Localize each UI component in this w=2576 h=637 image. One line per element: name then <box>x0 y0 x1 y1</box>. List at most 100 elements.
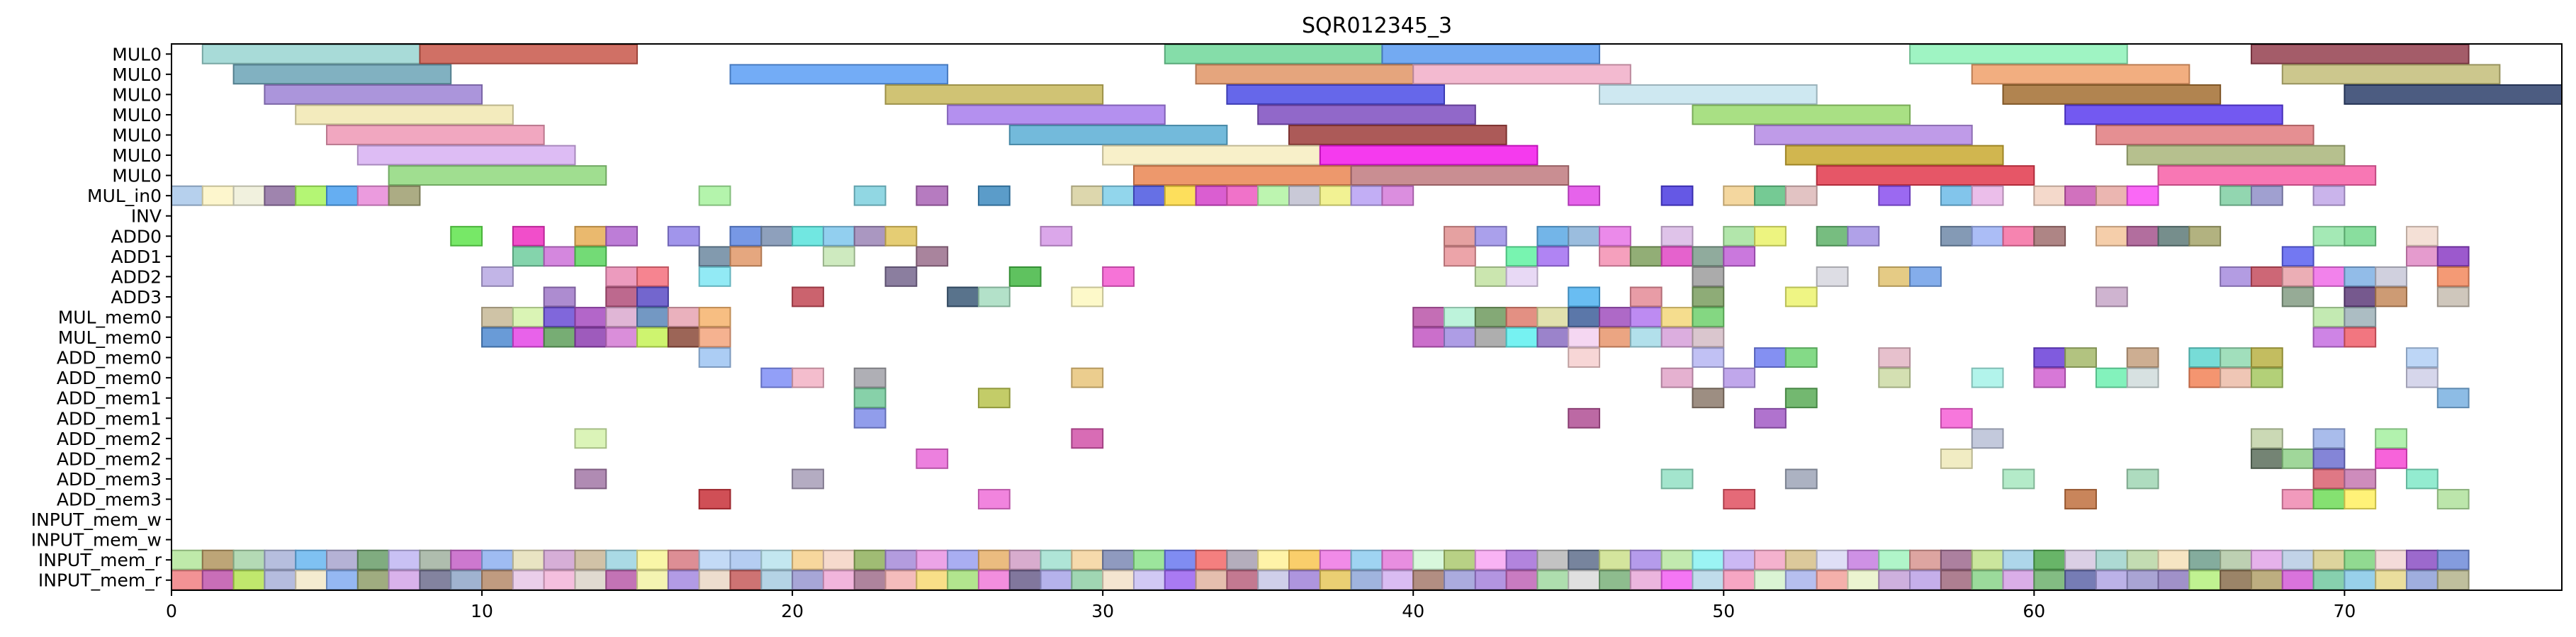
gantt-bar <box>1878 266 1911 287</box>
gantt-bar <box>698 489 731 509</box>
gantt-bar <box>1660 185 1694 206</box>
gantt-bar <box>853 549 887 570</box>
gantt-bar <box>760 570 794 591</box>
gantt-bar <box>1040 225 1073 247</box>
gantt-bar <box>947 549 979 570</box>
gantt-bar <box>760 225 794 247</box>
gantt-bar <box>2002 468 2035 490</box>
gantt-bar <box>574 327 607 348</box>
gantt-bar <box>2250 549 2283 570</box>
gantt-bar <box>2126 225 2159 247</box>
gantt-bar <box>1381 570 1414 591</box>
gantt-bar <box>574 307 607 327</box>
gantt-bar <box>2220 570 2252 591</box>
gantt-bar <box>947 104 1166 125</box>
gantt-bar <box>2002 225 2035 247</box>
gantt-bar <box>2405 347 2439 368</box>
gantt-bar <box>2375 428 2407 449</box>
gantt-bar <box>1474 327 1507 348</box>
gantt-bar <box>1692 307 1725 327</box>
gantt-bar <box>1319 549 1352 570</box>
gantt-bar <box>1878 570 1911 591</box>
gantt-bar <box>1412 570 1446 591</box>
gantt-bar <box>2064 104 2283 125</box>
gantt-bar <box>916 448 949 469</box>
gantt-bar <box>1226 84 1446 105</box>
gantt-bar <box>2126 468 2159 490</box>
gantt-bar <box>2033 225 2066 247</box>
gantt-bar <box>1381 185 1414 206</box>
y-axis-labels: MUL0MUL0MUL0MUL0MUL0MUL0MUL0MUL_in0INVAD… <box>31 44 171 591</box>
gantt-bar <box>2064 570 2097 591</box>
gantt-bar <box>1536 549 1570 570</box>
gantt-bar <box>2405 570 2439 591</box>
gantt-bar <box>2375 448 2407 469</box>
gantt-bar <box>1599 570 1631 591</box>
x-tick-label: 0 <box>166 601 177 621</box>
x-tick-label: 70 <box>2333 601 2356 621</box>
gantt-bar <box>1629 327 1663 348</box>
gantt-bar <box>1660 307 1694 327</box>
gantt-bar <box>2064 347 2097 368</box>
gantt-bar <box>574 225 607 247</box>
gantt-bar <box>171 570 203 591</box>
gantt-bar <box>2033 347 2066 368</box>
gantt-bar <box>1102 185 1135 206</box>
gantt-bar <box>1257 104 1476 125</box>
gantt-bar <box>2344 570 2377 591</box>
gantt-bar <box>1102 549 1135 570</box>
gantt-bar <box>2095 286 2128 308</box>
gantt-bar <box>1940 225 1973 247</box>
gantt-bar <box>1568 286 1601 308</box>
gantt-bar <box>2281 549 2315 570</box>
gantt-bar <box>2126 570 2159 591</box>
gantt-bar <box>1226 185 1259 206</box>
gantt-bar <box>1350 570 1383 591</box>
gantt-bar <box>1692 327 1725 348</box>
gantt-bar <box>295 549 328 570</box>
gantt-bar <box>450 570 483 591</box>
gantt-bar <box>2250 185 2283 206</box>
gantt-bar <box>1164 185 1197 206</box>
gantt-bar <box>1412 307 1446 327</box>
gantt-bar <box>1909 549 1942 570</box>
gantt-bar <box>232 549 266 570</box>
gantt-bar <box>512 549 545 570</box>
gantt-bar <box>1288 549 1321 570</box>
gantt-bar <box>947 570 979 591</box>
gantt-bar <box>1257 570 1290 591</box>
gantt-bar <box>1536 307 1570 327</box>
gantt-bar <box>326 549 359 570</box>
y-tick-label: INPUT_mem_w <box>31 509 162 530</box>
gantt-bar <box>1288 125 1507 145</box>
gantt-bar <box>1536 225 1570 247</box>
gantt-bar <box>2312 307 2346 327</box>
gantt-bar <box>636 549 669 570</box>
gantt-bar <box>356 570 390 591</box>
gantt-bar <box>1568 570 1601 591</box>
gantt-bar <box>1629 307 1663 327</box>
gantt-bar <box>1444 327 1476 348</box>
gantt-bar <box>729 64 949 85</box>
y-tick-label: ADD3 <box>111 287 162 308</box>
gantt-bar <box>2002 570 2035 591</box>
gantt-bar <box>1008 549 1042 570</box>
gantt-bar <box>1816 570 1849 591</box>
gantt-bar <box>1754 570 1787 591</box>
y-tick-label: MUL_in0 <box>87 186 162 206</box>
gantt-bar <box>1102 570 1135 591</box>
gantt-bar <box>822 549 855 570</box>
gantt-bar <box>1971 185 2004 206</box>
gantt-bar <box>853 407 887 429</box>
gantt-bar <box>1660 570 1694 591</box>
gantt-bar <box>977 185 1011 206</box>
gantt-bar <box>295 185 328 206</box>
gantt-bar <box>1226 570 1259 591</box>
gantt-bar <box>1132 165 1352 186</box>
gantt-bar <box>1071 185 1104 206</box>
gantt-bar <box>388 165 607 186</box>
gantt-bar <box>853 185 887 206</box>
gantt-bar <box>792 225 824 247</box>
gantt-bar <box>2405 549 2439 570</box>
